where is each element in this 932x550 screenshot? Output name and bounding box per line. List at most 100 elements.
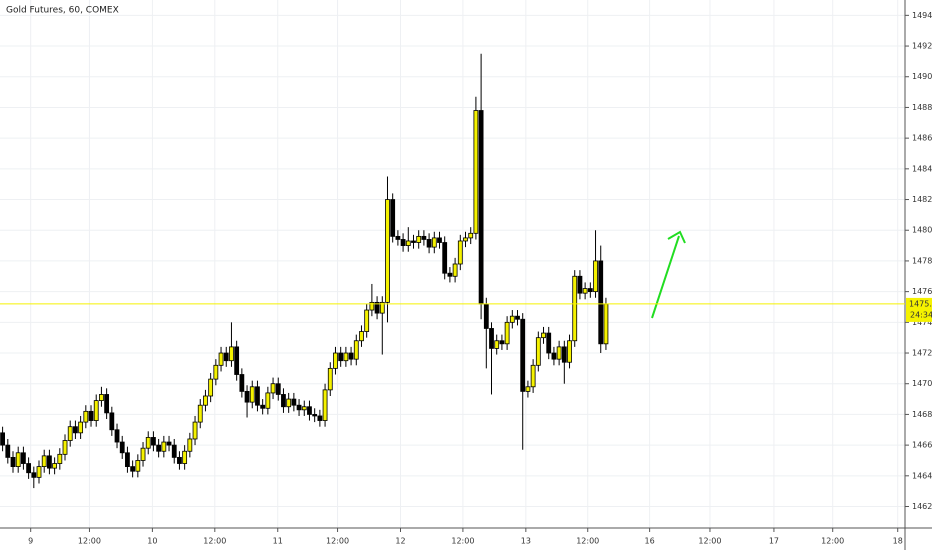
candle-body (515, 315, 520, 320)
last-price-box (906, 297, 932, 322)
candle-body (535, 337, 541, 366)
candle-body (255, 386, 260, 406)
candle-body (57, 453, 63, 464)
candle-body (504, 321, 510, 345)
candle-body (572, 275, 578, 342)
candle-body (26, 463, 32, 474)
candle-body (208, 378, 214, 397)
candle-body (99, 394, 104, 402)
candle-body (317, 415, 323, 421)
candle-body (463, 237, 468, 242)
candle-body (286, 398, 292, 408)
candle-body (509, 315, 515, 323)
candle-body (130, 466, 136, 472)
candle-body (239, 374, 245, 392)
x-tick-label: 12:00 (698, 537, 721, 546)
y-tick-label: 1486.0 (912, 134, 932, 143)
x-tick-label: 12:00 (451, 537, 474, 546)
candle-body (457, 240, 463, 265)
y-tick-label: 1490.0 (912, 72, 932, 81)
candle-body (52, 463, 58, 469)
candle-body (426, 239, 432, 248)
candle-body (405, 240, 411, 246)
candle-body (541, 332, 546, 339)
candle-body (499, 340, 505, 345)
candle-body (333, 352, 338, 369)
candle-body (244, 390, 250, 403)
x-tick-label: 12:00 (78, 537, 101, 546)
x-tick-label: 16 (645, 537, 655, 546)
candle-body (270, 383, 276, 394)
candle-body (192, 421, 198, 440)
candle-body (395, 235, 401, 240)
candle-body (421, 235, 427, 240)
candle-body (385, 199, 390, 303)
candle-body (182, 450, 188, 464)
candle-body (249, 386, 255, 403)
candle-body (390, 199, 396, 237)
y-tick-label: 1468.0 (912, 410, 932, 419)
candle-body (447, 272, 453, 277)
x-tick-label: 12:00 (203, 537, 226, 546)
x-tick-label: 12:00 (326, 537, 349, 546)
candle-body (312, 414, 318, 417)
candle-body (489, 328, 494, 349)
candle-body (567, 340, 572, 363)
candle-body (41, 455, 47, 468)
candle-body (260, 404, 266, 409)
candle-body (166, 441, 172, 446)
candle-body (400, 239, 406, 246)
y-tick-label: 1484.0 (912, 164, 932, 173)
candle-body (452, 263, 458, 277)
candle-body (0, 432, 6, 446)
candle-body (177, 456, 182, 464)
candle-body (327, 367, 333, 391)
x-tick-label: 12 (395, 537, 405, 546)
candle-body (348, 352, 354, 360)
candle-body (338, 352, 344, 362)
candle-body (187, 438, 193, 452)
y-tick-label: 1466.0 (912, 441, 932, 450)
candle-body (494, 340, 500, 349)
candle-body (21, 452, 26, 464)
candle-body (104, 394, 110, 414)
candle-body (73, 426, 78, 434)
candle-body (109, 412, 115, 431)
x-tick-label: 12:00 (576, 537, 599, 546)
candle-body (213, 364, 219, 380)
candle-body (10, 456, 16, 468)
candle-body (145, 437, 151, 449)
candle-body (582, 288, 588, 294)
candle-body (374, 301, 380, 314)
last-price-label: 1475.2 (909, 299, 932, 308)
candle-body (587, 288, 593, 293)
candle-body (140, 447, 146, 461)
candle-body (437, 237, 442, 243)
candle-body (556, 346, 562, 360)
y-tick-label: 1494.0 (912, 11, 932, 20)
y-tick-label: 1478.0 (912, 256, 932, 265)
candle-body (478, 110, 484, 305)
x-tick-label: 17 (769, 537, 779, 546)
candle-body (593, 260, 598, 293)
candle-body (301, 406, 307, 411)
candle-body (78, 421, 84, 434)
candle-body (156, 444, 162, 452)
candle-body (275, 383, 281, 395)
candle-body (36, 466, 42, 478)
candle-body (151, 437, 156, 446)
candle-body (281, 394, 286, 408)
candle-body (561, 346, 567, 363)
candle-body (307, 406, 312, 415)
candle-body (15, 452, 21, 468)
candle-body (546, 332, 552, 354)
candle-body (598, 260, 604, 345)
candle-body (291, 398, 297, 406)
candle-body (83, 410, 89, 423)
chart-title: Gold Futures, 60, COMEX (6, 6, 119, 16)
candle-body (483, 303, 489, 329)
candle-body (218, 352, 224, 366)
candle-body (223, 352, 229, 362)
